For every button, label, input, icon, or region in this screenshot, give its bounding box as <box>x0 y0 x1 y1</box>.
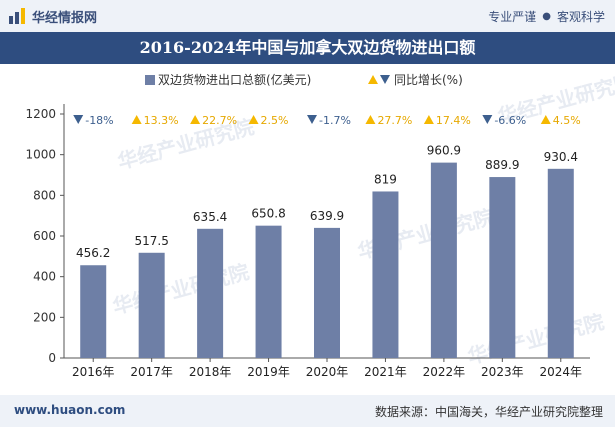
growth-up-triangle-icon <box>540 115 551 124</box>
growth-label: 17.4% <box>436 114 471 127</box>
growth-down-triangle-icon <box>482 115 493 124</box>
growth-up-triangle-icon <box>248 115 259 124</box>
legend-bar-swatch <box>145 75 155 85</box>
slogan-dot-icon: ● <box>542 11 551 22</box>
bar <box>372 191 399 358</box>
x-tick-label: 2020年 <box>306 365 349 379</box>
brand-logo-icon <box>9 8 25 24</box>
legend-bar-label: 双边货物进出口总额(亿美元) <box>158 72 311 87</box>
bar-value-label: 639.9 <box>310 209 344 223</box>
x-tick-label: 2019年 <box>247 365 290 379</box>
growth-down-triangle-icon <box>307 115 317 124</box>
growth-label: 13.3% <box>144 114 179 127</box>
x-tick-label: 2024年 <box>540 365 583 379</box>
x-tick-label: 2017年 <box>130 365 173 379</box>
growth-label: -6.6% <box>494 114 526 127</box>
legend-up-triangle-icon <box>368 75 378 84</box>
legend-down-triangle-icon <box>380 75 390 84</box>
y-tick-label: 1000 <box>25 148 56 162</box>
y-tick-label: 1200 <box>25 107 56 121</box>
bar-value-label: 635.4 <box>193 210 227 224</box>
bar-value-label: 650.8 <box>251 207 285 221</box>
x-tick-label: 2022年 <box>423 365 466 379</box>
x-tick-label: 2016年 <box>72 365 115 379</box>
footer-site-link[interactable]: www.huaon.com <box>14 403 126 417</box>
y-tick-label: 600 <box>33 229 56 243</box>
bar-value-label: 456.2 <box>76 246 110 260</box>
brand-name: 华经情报网 <box>32 10 98 26</box>
footer-source: 数据来源：中国海关，华经产业研究院整理 <box>374 405 603 419</box>
growth-down-triangle-icon <box>73 115 84 124</box>
growth-label: -18% <box>85 114 113 127</box>
bar-value-label: 517.5 <box>134 234 168 248</box>
bar <box>430 162 457 358</box>
growth-up-triangle-icon <box>131 115 142 124</box>
y-tick-label: 0 <box>48 351 56 365</box>
bar-value-label: 819 <box>374 172 397 186</box>
bar <box>255 225 282 358</box>
bar <box>197 228 224 358</box>
chart-title: 2016-2024年中国与加拿大双边货物进出口额 <box>0 32 615 64</box>
x-tick-label: 2023年 <box>481 365 524 379</box>
bar-chart: 华经产业研究院华经产业研究院华经产业研究院华经产业研究院华经产业研究院双边货物进… <box>25 69 615 379</box>
bar <box>138 252 165 358</box>
growth-up-triangle-icon <box>423 115 434 124</box>
bar <box>489 177 516 358</box>
y-tick-label: 400 <box>33 270 56 284</box>
top-bar: 华经情报网 专业严谨 ● 客观科学 <box>0 0 615 32</box>
bar-value-label: 930.4 <box>544 150 578 164</box>
growth-up-triangle-icon <box>365 115 376 124</box>
x-tick-label: 2018年 <box>189 365 232 379</box>
bar <box>547 168 574 358</box>
growth-label: 2.5% <box>261 114 289 127</box>
y-tick-label: 200 <box>33 310 56 324</box>
bar <box>80 265 107 358</box>
footer: www.huaon.com 数据来源：中国海关，华经产业研究院整理 <box>0 395 615 427</box>
brand-logo[interactable]: 华经情报网 <box>8 7 98 26</box>
growth-label: -1.7% <box>319 114 351 127</box>
growth-label: 4.5% <box>553 114 581 127</box>
watermark-1: 华经产业研究院 <box>110 259 251 318</box>
slogan: 专业严谨 ● 客观科学 <box>488 8 605 25</box>
y-tick-label: 800 <box>33 188 56 202</box>
slogan-right: 客观科学 <box>556 10 605 24</box>
slogan-left: 专业严谨 <box>488 10 537 24</box>
bar-value-label: 889.9 <box>485 158 519 172</box>
watermark-3: 华经产业研究院 <box>465 309 606 368</box>
bar <box>314 227 340 358</box>
x-tick-label: 2021年 <box>364 365 407 379</box>
bar-value-label: 960.9 <box>427 144 461 158</box>
growth-up-triangle-icon <box>190 115 201 124</box>
growth-label: 27.7% <box>377 114 412 127</box>
legend-growth-label: 同比增长(%) <box>394 73 463 87</box>
growth-label: 22.7% <box>202 114 237 127</box>
